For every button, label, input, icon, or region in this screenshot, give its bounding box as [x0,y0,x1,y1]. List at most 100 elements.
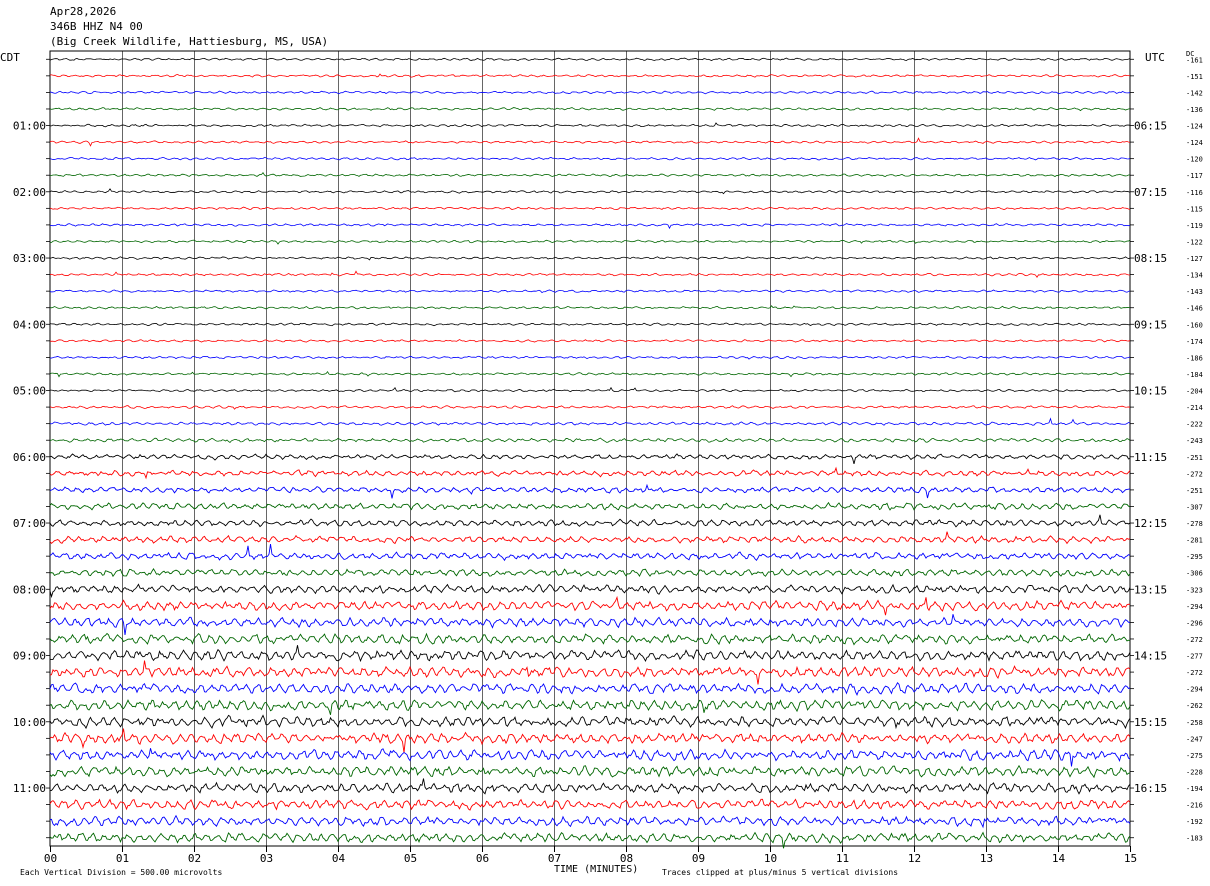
dc-offset-label: -251 [1186,487,1203,495]
dc-offset-label: -142 [1186,89,1203,97]
left-hour-label: 07:00 [13,517,46,530]
left-hour-label: 11:00 [13,782,46,795]
dc-offset-label: -119 [1186,222,1203,230]
dc-offset-label: -122 [1186,238,1203,246]
trace-15 [49,289,1131,294]
trace-29 [49,514,1131,528]
header-location: (Big Creek Wildlife, Hattiesburg, MS, US… [50,35,329,48]
left-hour-label: 01:00 [13,120,46,133]
dc-offset-label: -214 [1186,404,1203,412]
trace-3 [49,90,1131,95]
dc-offset-label: -174 [1186,338,1203,346]
trace-46 [49,798,1131,811]
clip-note: Traces clipped at plus/minus 5 vertical … [662,868,899,877]
left-hour-label: 08:00 [13,583,46,596]
trace-26 [49,466,1131,480]
x-tick-label: 07 [548,852,561,865]
dc-offset-label: -124 [1186,139,1203,147]
dc-offset-label: -204 [1186,388,1203,396]
dc-offset-label: -160 [1186,321,1203,329]
trace-14 [49,270,1131,279]
trace-35 [49,614,1131,635]
trace-2 [49,73,1131,78]
dc-offset-label: -161 [1186,56,1203,64]
dc-offset-label: -117 [1186,172,1203,180]
trace-22 [49,405,1131,410]
trace-9 [49,188,1131,195]
trace-47 [49,814,1131,829]
scale-note: Each Vertical Division = 500.00 microvol… [20,868,223,877]
right-hour-label: 15:15 [1134,716,1167,729]
dc-offset-label: -124 [1186,123,1203,131]
left-hour-label: 10:00 [13,716,46,729]
right-hour-label: 06:15 [1134,120,1167,133]
dc-offset-label: -127 [1186,255,1203,263]
dc-offset-label: -116 [1186,189,1203,197]
dc-offset-label: -184 [1186,371,1203,379]
dc-offset-label: -258 [1186,719,1203,727]
dc-offset-label: -247 [1186,735,1203,743]
x-tick-label: 15 [1124,852,1137,865]
dc-offset-label: -228 [1186,768,1203,776]
trace-7 [49,156,1131,161]
trace-42 [49,728,1131,753]
right-hour-label: 13:15 [1134,583,1167,596]
right-hour-label: 11:15 [1134,451,1167,464]
dc-offset-label: -307 [1186,503,1203,511]
right-hour-label: 16:15 [1134,782,1167,795]
dc-offset-label: -120 [1186,156,1203,164]
trace-44 [49,764,1131,779]
trace-24 [49,437,1131,443]
x-tick-label: 12 [908,852,921,865]
dc-offset-label: -183 [1186,835,1203,843]
x-tick-label: 03 [260,852,273,865]
dc-offset-label: -146 [1186,305,1203,313]
left-hour-label: 09:00 [13,650,46,663]
trace-8 [49,172,1131,177]
dc-offset-label: -272 [1186,636,1203,644]
left-hour-label: 03:00 [13,252,46,265]
dc-offset-label: -216 [1186,802,1203,810]
trace-27 [49,483,1131,499]
dc-offset-label: -277 [1186,653,1203,661]
x-tick-label: 11 [836,852,849,865]
trace-13 [49,256,1131,261]
dc-offset-label: -243 [1186,437,1203,445]
dc-offset-label: -272 [1186,470,1203,478]
trace-30 [49,531,1131,545]
trace-4 [49,107,1131,112]
trace-6 [49,137,1131,147]
dc-offset-label: -222 [1186,421,1203,429]
x-tick-label: 10 [764,852,777,865]
dc-offset-label: -281 [1186,537,1203,545]
dc-offset-label: -262 [1186,702,1203,710]
x-tick-label: 00 [44,852,57,865]
dc-offset-label: -294 [1186,603,1203,611]
dc-offset-label: -143 [1186,288,1203,296]
dc-offset-label: -192 [1186,818,1203,826]
trace-38 [49,660,1131,685]
trace-12 [49,239,1131,245]
x-tick-label: 01 [116,852,129,865]
x-tick-label: 08 [620,852,633,865]
left-hour-label: 05:00 [13,385,46,398]
left-hour-label: 04:00 [13,318,46,331]
x-axis-label: TIME (MINUTES) [554,864,639,875]
x-tick-label: 02 [188,852,201,865]
header-station: 346B HHZ N4 00 [50,20,143,33]
right-hour-label: 12:15 [1134,517,1167,530]
trace-32 [49,568,1131,578]
dc-label: DC [1186,50,1195,58]
right-hour-label: 08:15 [1134,252,1167,265]
trace-41 [49,714,1131,730]
trace-20 [49,370,1131,378]
trace-19 [49,355,1131,360]
x-tick-label: 06 [476,852,489,865]
dc-offset-label: -294 [1186,686,1203,694]
trace-16 [49,305,1131,310]
dc-offset-label: -296 [1186,619,1203,627]
dc-offset-label: -115 [1186,205,1203,213]
trace-11 [49,223,1131,230]
right-hour-label: 09:15 [1134,318,1167,331]
